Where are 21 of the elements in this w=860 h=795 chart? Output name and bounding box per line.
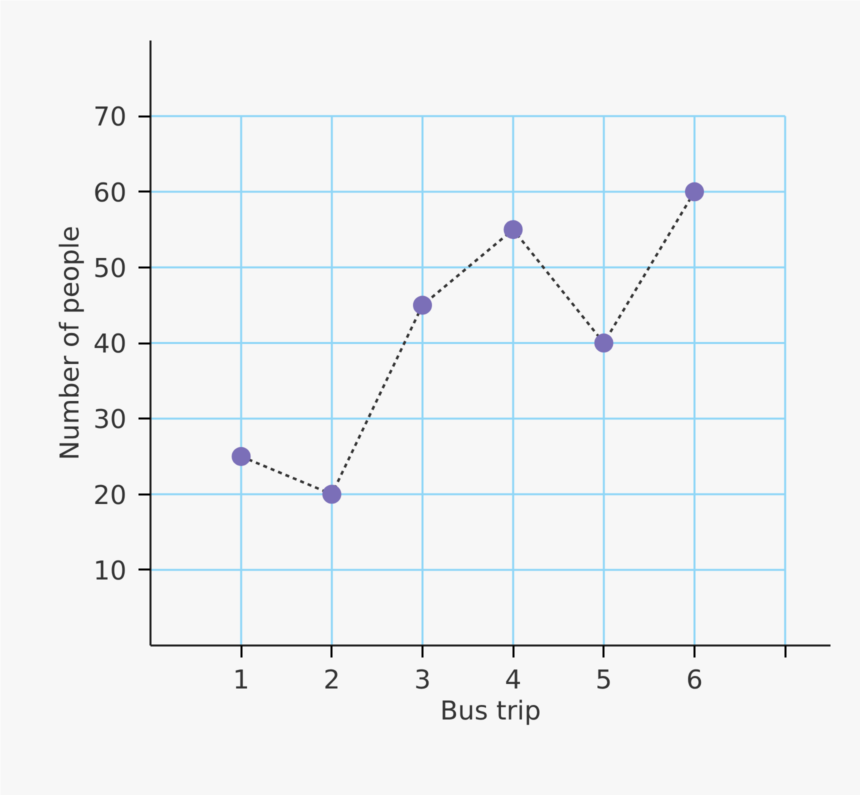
- y-tick-label: 70: [93, 102, 127, 133]
- y-tick-label: 50: [93, 254, 127, 284]
- x-tick-label: 5: [596, 666, 612, 696]
- x-tick-label: 3: [414, 666, 431, 696]
- y-tick-label: 30: [93, 405, 127, 436]
- x-axis-title: Bus trip: [440, 696, 541, 726]
- point: [232, 446, 251, 466]
- x-tick-label: 1: [232, 666, 250, 696]
- x-tick-label: 2: [324, 666, 340, 696]
- y-tick-label: 20: [93, 480, 127, 511]
- point: [413, 296, 432, 315]
- point: [685, 182, 704, 202]
- y-tick-label: 10: [93, 556, 127, 586]
- x-tick-label: 6: [686, 666, 703, 696]
- point: [322, 484, 342, 504]
- y-axis-title: Number of people: [55, 226, 86, 460]
- y-tick-label: 60: [93, 178, 127, 208]
- y-tick-label: 40: [93, 330, 127, 360]
- x-tick-label: 4: [504, 666, 522, 696]
- point: [594, 334, 614, 352]
- point: [504, 220, 523, 240]
